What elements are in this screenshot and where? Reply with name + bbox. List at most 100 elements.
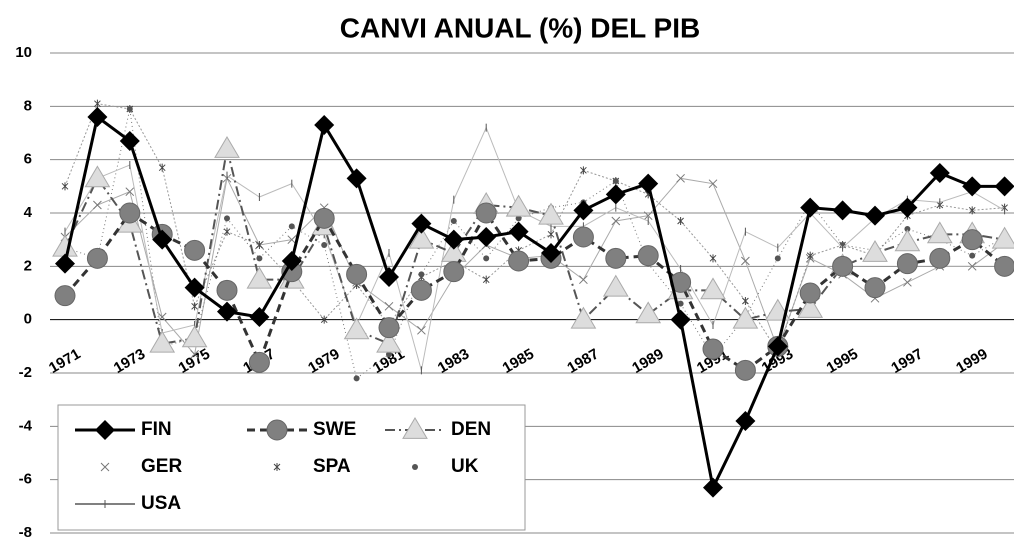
marker <box>767 336 788 357</box>
marker <box>580 166 587 175</box>
marker <box>570 306 597 329</box>
marker <box>149 330 176 353</box>
y-tick-label: 6 <box>24 151 32 168</box>
x-tick-label: 1975 <box>176 346 213 377</box>
y-tick-label: -6 <box>19 471 32 488</box>
marker <box>410 279 432 301</box>
marker <box>994 255 1014 277</box>
marker <box>638 173 659 194</box>
x-tick-label: 1973 <box>111 346 148 377</box>
series-line <box>64 148 1005 346</box>
legend-marker <box>95 420 115 440</box>
marker <box>968 206 976 215</box>
legend-marker <box>100 462 110 472</box>
marker <box>800 197 821 218</box>
marker <box>343 317 370 340</box>
marker <box>732 306 759 329</box>
marker <box>55 253 75 274</box>
marker <box>216 279 238 301</box>
series-line <box>64 108 1005 380</box>
marker <box>709 254 717 263</box>
marker <box>926 221 953 244</box>
marker <box>214 136 240 158</box>
marker <box>320 315 328 324</box>
marker <box>605 247 627 269</box>
marker <box>579 275 588 285</box>
x-tick-label: 1971 <box>46 346 83 377</box>
marker <box>223 227 231 236</box>
marker <box>217 301 237 322</box>
marker <box>475 202 497 224</box>
marker <box>799 282 821 304</box>
marker <box>54 285 76 307</box>
marker <box>125 187 135 197</box>
marker <box>774 255 781 262</box>
marker <box>572 226 594 248</box>
marker <box>93 200 102 210</box>
marker <box>246 266 273 289</box>
y-tick-label: 0 <box>24 311 32 328</box>
x-tick-label: 1997 <box>888 346 925 377</box>
marker <box>191 302 198 311</box>
marker <box>482 275 490 284</box>
y-tick-label: 2 <box>24 257 32 274</box>
marker <box>538 202 564 225</box>
series-line <box>64 176 1005 356</box>
legend-marker <box>412 464 418 470</box>
marker <box>612 178 619 184</box>
marker <box>508 221 529 242</box>
y-tick-label: 8 <box>24 97 32 114</box>
x-tick-label: 1987 <box>564 346 601 377</box>
marker <box>152 229 173 250</box>
marker <box>961 229 983 251</box>
marker <box>86 247 108 269</box>
marker <box>864 277 886 299</box>
marker <box>443 229 464 250</box>
marker <box>708 179 718 189</box>
legend-label: SPA <box>313 456 351 477</box>
marker <box>126 106 133 112</box>
marker <box>508 250 530 272</box>
marker <box>605 184 626 205</box>
marker <box>378 317 400 339</box>
marker <box>602 274 629 297</box>
marker <box>119 131 140 151</box>
y-tick-label: -8 <box>19 524 32 540</box>
x-tick-label: 1989 <box>629 346 666 377</box>
marker <box>797 296 824 318</box>
marker <box>806 251 814 260</box>
legend-label: DEN <box>451 419 491 440</box>
marker <box>379 267 399 287</box>
marker <box>541 243 561 263</box>
marker <box>894 229 921 252</box>
marker <box>52 234 78 257</box>
marker <box>281 251 302 271</box>
marker <box>256 255 263 262</box>
marker <box>515 215 522 222</box>
marker <box>87 107 108 127</box>
marker <box>84 165 111 188</box>
marker <box>994 176 1014 197</box>
legend-marker <box>402 417 428 439</box>
x-tick-label: 1985 <box>500 346 537 377</box>
marker <box>184 277 205 298</box>
marker <box>386 351 392 358</box>
series-line <box>64 103 1005 353</box>
marker <box>677 217 684 225</box>
marker <box>734 359 756 381</box>
marker <box>929 163 950 183</box>
marker <box>314 115 335 135</box>
marker <box>483 255 490 262</box>
marker <box>353 375 360 382</box>
y-tick-label: 4 <box>24 204 33 221</box>
marker <box>643 211 653 221</box>
marker <box>321 242 328 248</box>
marker <box>313 207 335 229</box>
series-line <box>64 126 1005 371</box>
y-tick-label: -2 <box>19 364 32 381</box>
y-tick-label: 10 <box>15 44 32 61</box>
marker <box>119 202 141 224</box>
marker <box>865 205 885 226</box>
marker <box>832 255 854 277</box>
